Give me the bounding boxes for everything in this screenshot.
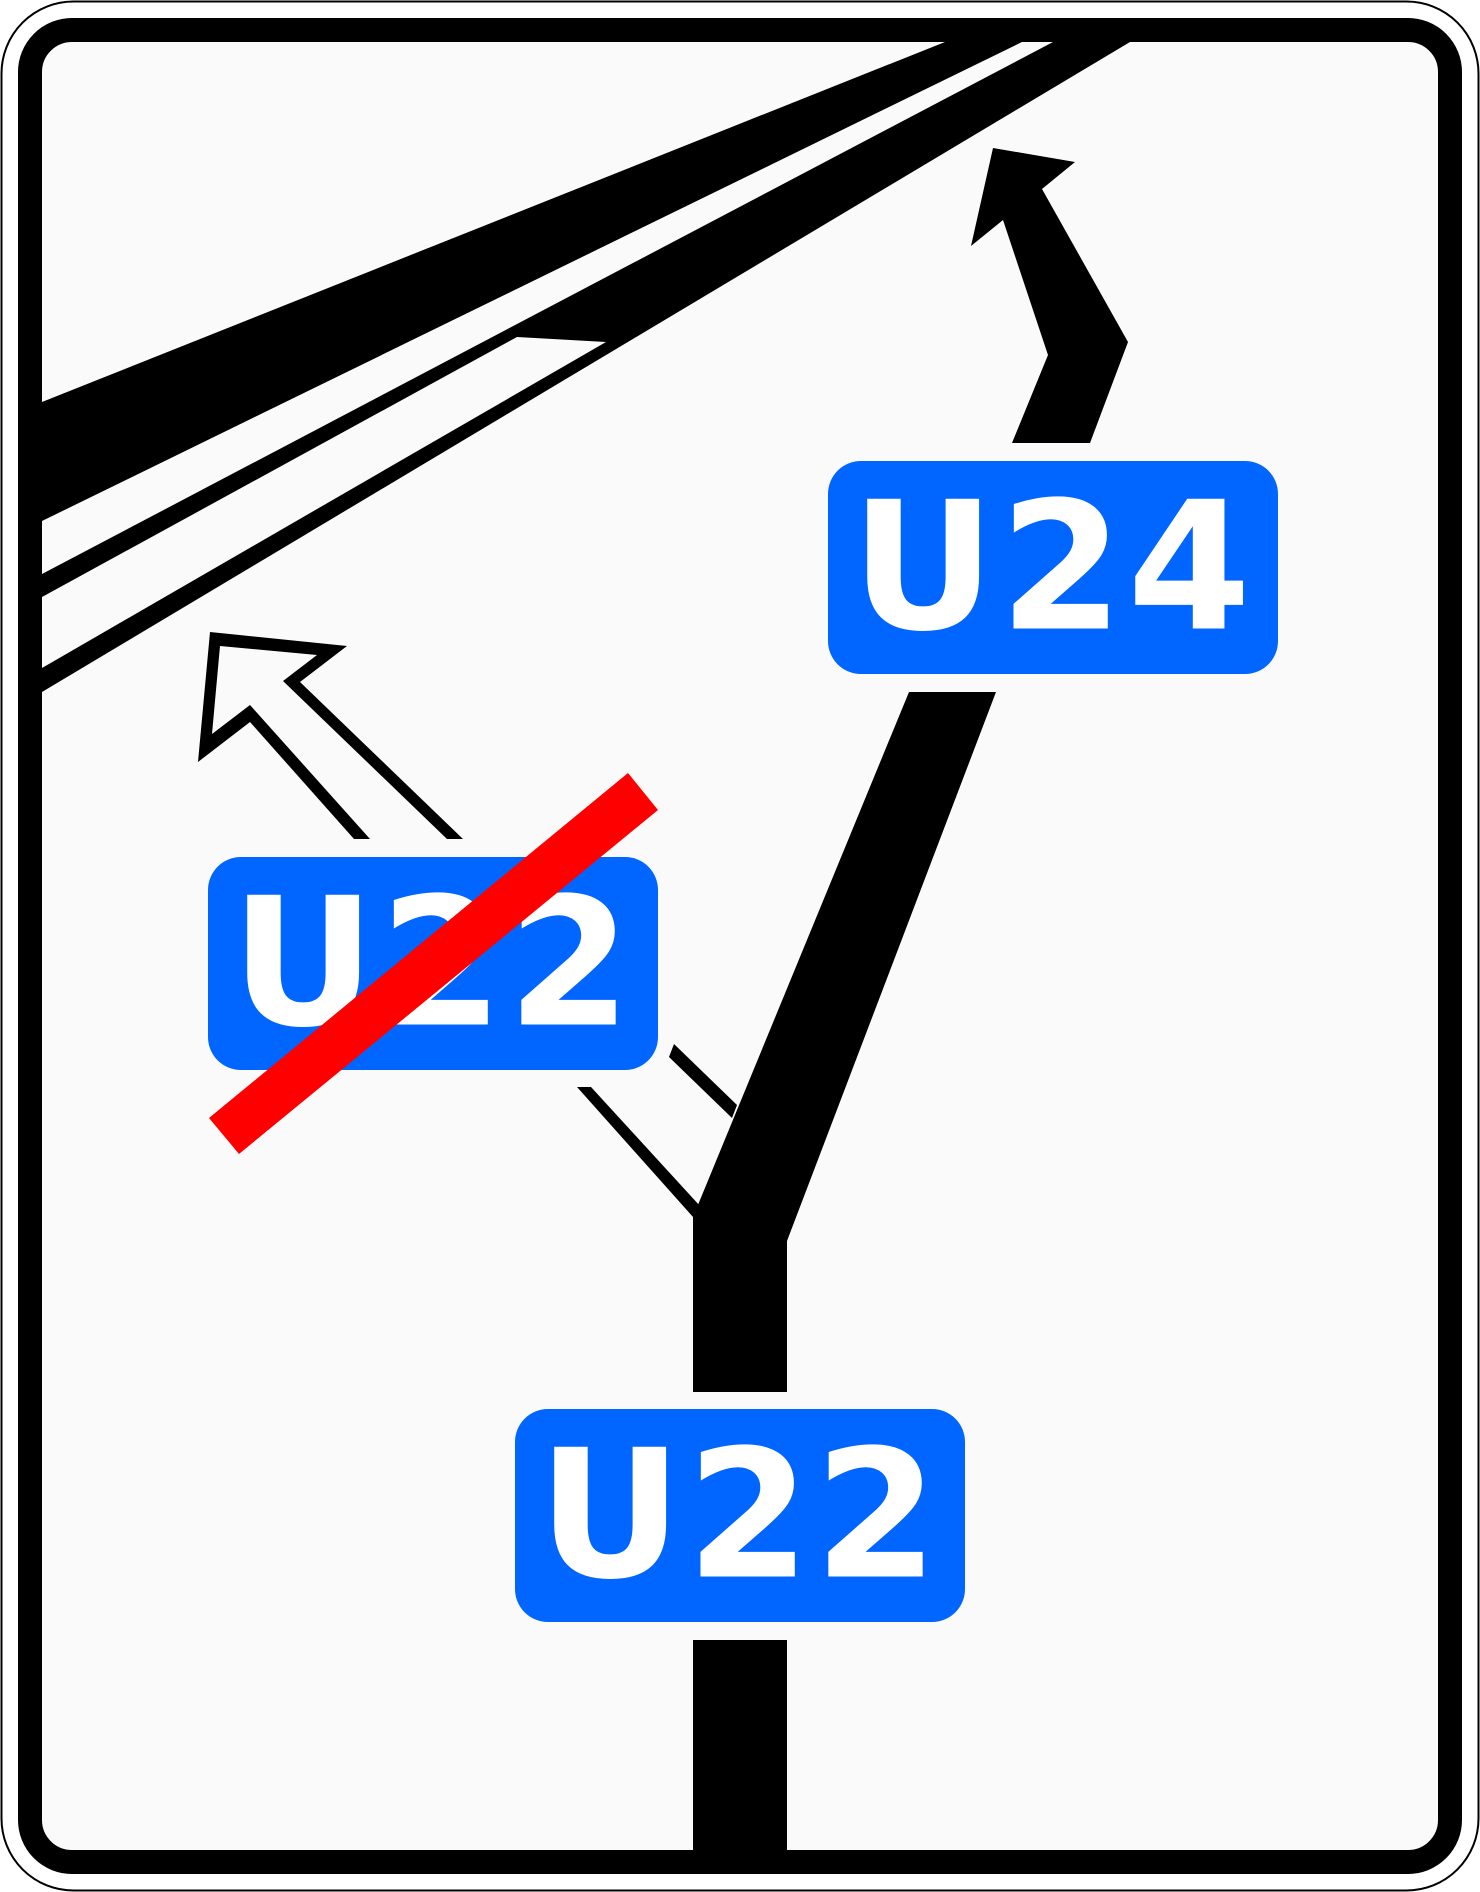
red-strike-icon	[209, 773, 658, 1154]
road-left-branch-lower	[577, 1087, 700, 1217]
route-label-u22-main: U22	[538, 1412, 942, 1619]
route-label-u24: U24	[851, 464, 1255, 671]
arrow-up-left-outline-icon	[198, 632, 463, 839]
road-diagonal-upper	[42, 42, 1022, 521]
road-trunk-branch	[693, 692, 996, 1392]
route-panel-right-exit: U24	[828, 461, 1278, 674]
road-left-branch-upper	[669, 1044, 737, 1118]
road-trunk-bottom	[693, 1640, 787, 1850]
arrow-up-right-icon	[971, 148, 1128, 443]
route-panel-straight: U22	[515, 1409, 965, 1622]
road-diagonal-lower	[42, 42, 1130, 692]
